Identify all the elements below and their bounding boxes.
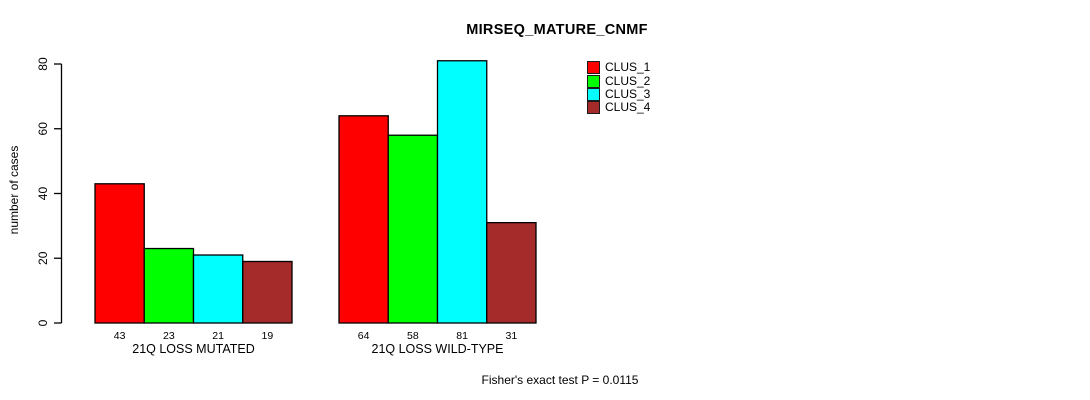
legend-swatch-icon (587, 74, 600, 88)
bar-value-label: 31 (506, 330, 518, 342)
legend-swatch-icon (587, 61, 600, 75)
bar-value-label: 64 (358, 330, 370, 342)
y-axis-tick-label: 0 (36, 319, 50, 326)
bar-clus_3-group2 (436, 60, 488, 324)
group-label-1: 21Q LOSS MUTATED (132, 342, 254, 356)
bar-value-label: 81 (456, 330, 468, 342)
legend: CLUS_1 CLUS_2 CLUS_3 CLUS_4 (587, 61, 650, 115)
bar-clus_2-group2 (387, 134, 439, 324)
legend-swatch-icon (587, 87, 600, 101)
legend-label: CLUS_1 (605, 60, 651, 75)
bar-value-label: 43 (114, 330, 126, 342)
bar-value-label: 58 (407, 330, 419, 342)
legend-item-clus_2: CLUS_2 (587, 73, 651, 88)
bar-clus_3-group1 (192, 254, 244, 324)
group-label-2: 21Q LOSS WILD-TYPE (372, 342, 504, 356)
y-axis-tick-label: 60 (36, 122, 50, 136)
legend-swatch-icon (587, 101, 600, 115)
legend-item-clus_4: CLUS_4 (587, 100, 651, 115)
bar-clus_4-group2 (486, 221, 537, 324)
y-axis-tick-label: 20 (36, 251, 50, 265)
bar-value-label: 23 (163, 330, 175, 342)
bar-clus_4-group1 (242, 260, 293, 324)
legend-item-clus_3: CLUS_3 (587, 86, 651, 101)
bar-clus_2-group1 (143, 247, 195, 324)
y-axis-tick-label: 80 (36, 57, 50, 71)
legend-item-clus_1: CLUS_1 (587, 60, 651, 75)
bar-clus_1-group1 (94, 183, 145, 324)
bar-clus_1-group2 (338, 115, 389, 324)
annotation-fisher-test: Fisher's exact test P = 0.0115 (481, 373, 639, 387)
bar-value-label: 19 (262, 330, 274, 342)
chart-title: MIRSEQ_MATURE_CNMF (466, 22, 648, 38)
y-axis-tick-label: 40 (36, 187, 50, 201)
bar-value-label: 21 (212, 330, 224, 342)
legend-label: CLUS_3 (605, 86, 651, 101)
legend-label: CLUS_4 (605, 100, 651, 115)
legend-label: CLUS_2 (605, 73, 651, 88)
